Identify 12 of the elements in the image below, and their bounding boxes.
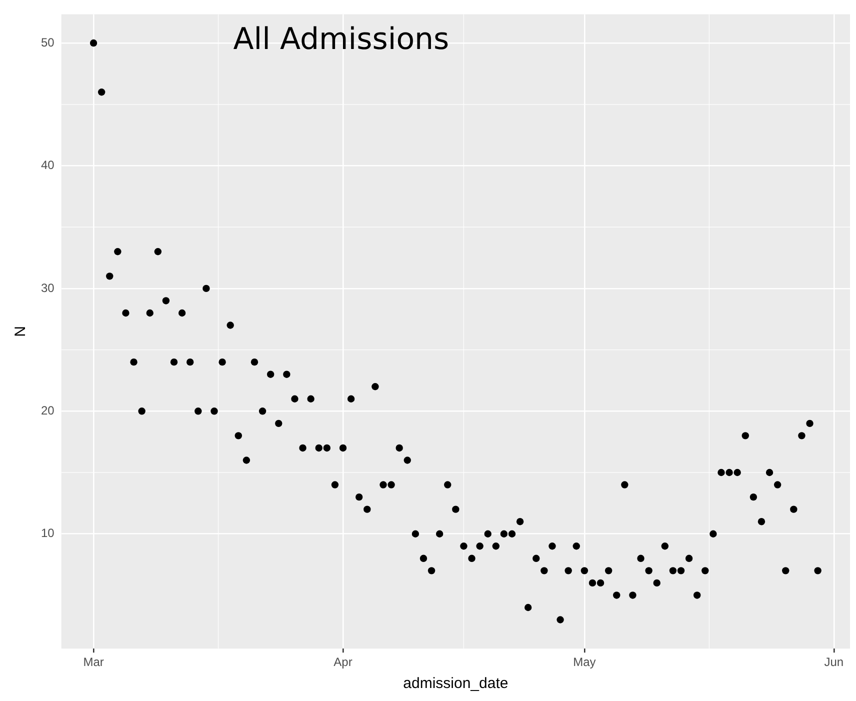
chart-title: All Admissions [233,22,450,57]
y-tick-label: 20 [40,403,55,418]
y-tick-label: 50 [40,35,55,50]
x-tick-label: Jun [824,655,844,670]
y-tick-label: 10 [40,526,55,540]
x-tick-label: Apr [334,655,352,670]
y-tick-label: 40 [40,158,55,172]
y-axis-title: N [12,326,30,337]
x-tick-label: May [573,655,596,670]
x-tick-label: Mar [83,655,104,670]
y-tick-label: 30 [40,280,55,295]
x-axis-title: admission_date [403,675,508,692]
